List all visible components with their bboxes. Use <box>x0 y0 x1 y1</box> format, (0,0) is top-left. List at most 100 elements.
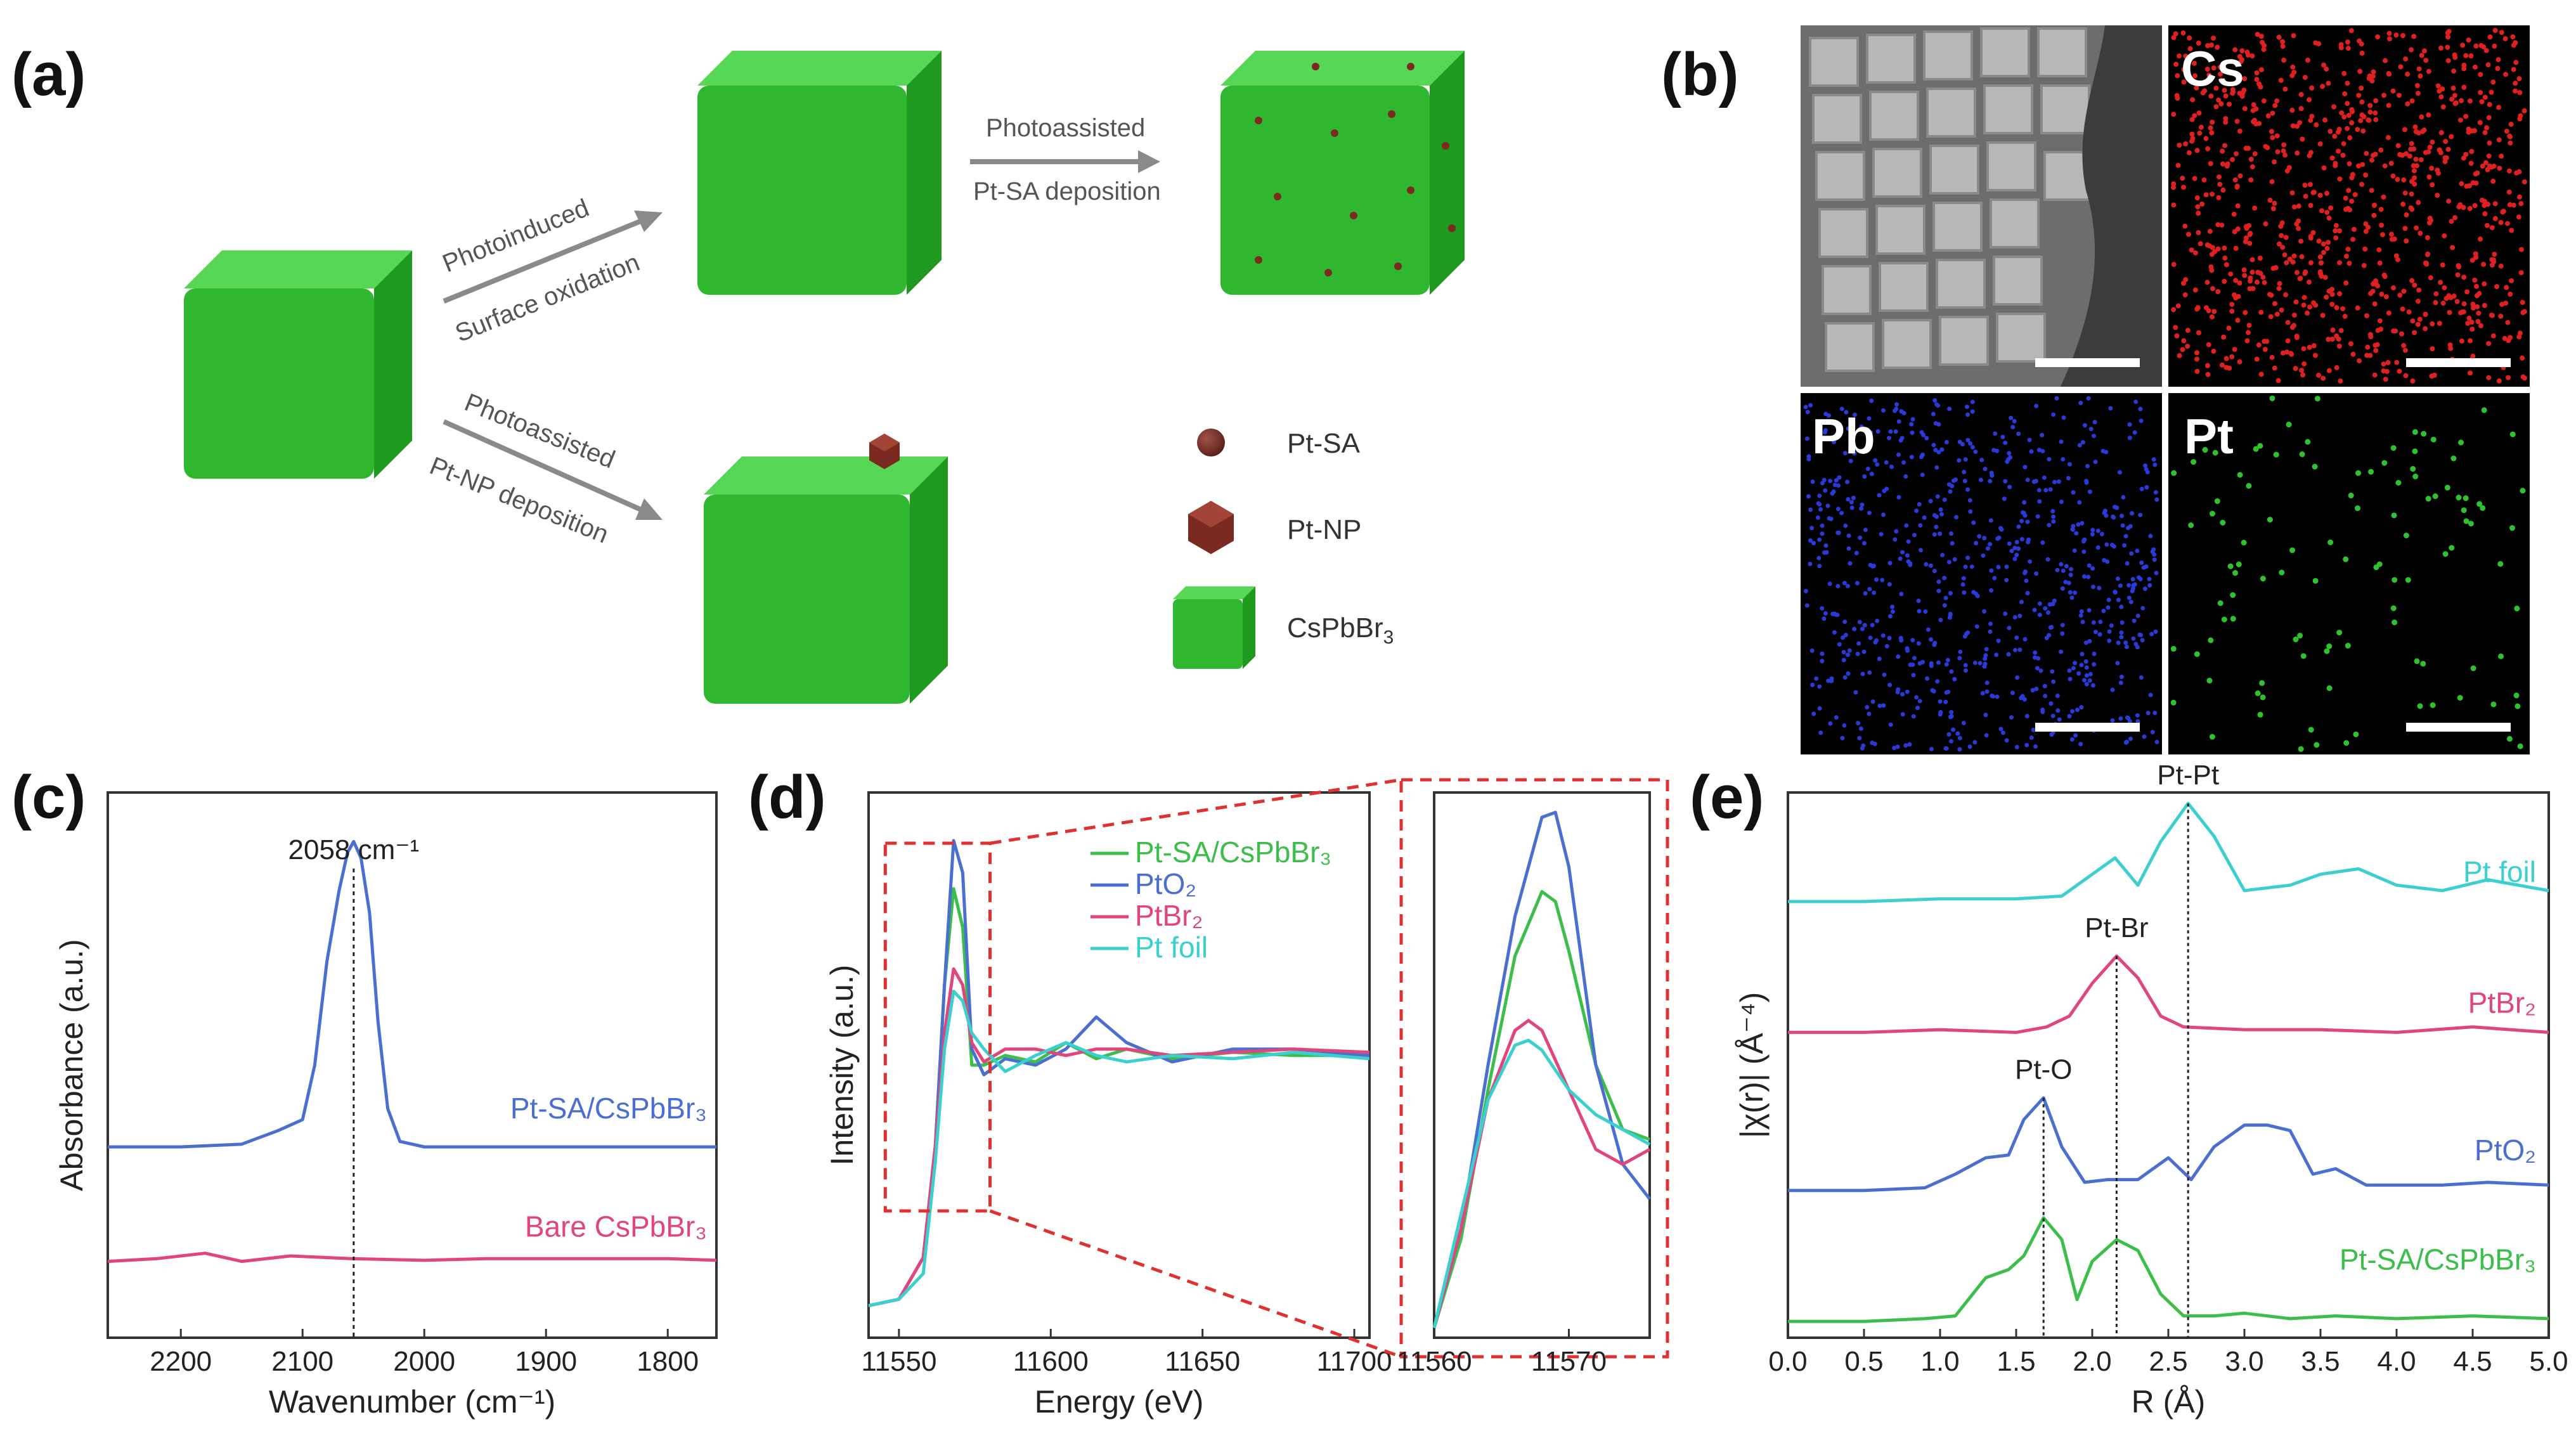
chart-e-vline-label: Pt-O <box>2015 1054 2072 1085</box>
em-dot <box>1887 436 1892 441</box>
em-dot <box>1846 533 1851 538</box>
em-dot <box>1857 619 1862 624</box>
em-dot <box>2313 302 2319 308</box>
em-dot <box>2440 104 2446 110</box>
em-dot <box>2185 328 2191 333</box>
em-dot <box>2067 668 2072 673</box>
em-dot <box>2048 487 2053 492</box>
em-dot <box>2319 260 2324 266</box>
em-dot <box>2033 479 2038 484</box>
em-dot <box>1820 531 1825 536</box>
em-dot <box>2460 42 2466 48</box>
em-dot <box>2486 375 2492 380</box>
em-dot <box>1882 672 1887 677</box>
em-dot <box>1924 562 1929 567</box>
em-dot <box>2286 422 2292 428</box>
em-dot <box>2045 610 2050 615</box>
em-dot <box>2274 311 2280 317</box>
d_main-xtick-label: 11700 <box>1317 1346 1392 1377</box>
em-dot <box>2390 173 2396 179</box>
em-dot <box>2293 366 2298 372</box>
em-dot <box>2459 98 2464 103</box>
em-dot <box>2190 97 2196 103</box>
em-dot <box>2240 90 2246 96</box>
em-dot <box>2138 512 2143 517</box>
em-dot <box>2213 104 2219 110</box>
chart-c-series-label: Pt-SA/CsPbBr₃ <box>510 1092 707 1125</box>
em-dot <box>2283 235 2289 240</box>
em-dot <box>1921 432 1926 437</box>
em-dot <box>2466 37 2471 43</box>
em-dot <box>1965 412 1971 417</box>
em-dot <box>2483 48 2489 53</box>
em-dot <box>2223 365 2229 370</box>
em-dot <box>2329 292 2335 297</box>
e-series-line <box>1788 954 2549 1034</box>
em-dot <box>2413 157 2419 162</box>
em-dot <box>1943 746 1948 751</box>
em-dot <box>2270 206 2276 212</box>
em-dot <box>2517 743 2523 749</box>
em-dot <box>1972 660 1977 665</box>
em-dot <box>2397 368 2402 374</box>
em-dot <box>1888 429 1893 434</box>
em-dot <box>2074 531 2079 536</box>
em-dot <box>2463 113 2469 119</box>
em-dot <box>1982 664 1987 669</box>
em-dot <box>2379 292 2385 297</box>
em-dot <box>2481 261 2487 267</box>
em-dot <box>1949 669 1954 674</box>
em-dot <box>1979 458 1984 463</box>
em-dot <box>2291 323 2297 328</box>
em-dot <box>1845 652 1850 657</box>
em-dot <box>2024 742 2029 747</box>
em-dot <box>2214 498 2220 504</box>
em-dot <box>1899 592 1904 597</box>
em-dot <box>2102 510 2107 515</box>
em-dot <box>1835 424 1840 429</box>
em-dot <box>1831 489 1836 494</box>
em-dot <box>2508 335 2513 340</box>
em-dot <box>1879 532 1884 537</box>
em-dot <box>2130 576 2135 581</box>
em-dot <box>2258 67 2264 72</box>
em-dot <box>2229 302 2235 307</box>
em-dot <box>2373 98 2379 103</box>
em-dot <box>2227 563 2234 569</box>
em-dot <box>2191 60 2197 66</box>
em-dot <box>2235 318 2241 323</box>
em-dot <box>2057 717 2062 722</box>
em-dot <box>1963 564 1968 569</box>
em-dot <box>2511 202 2516 208</box>
em-dot <box>1991 694 1996 699</box>
em-dot <box>1971 521 1976 526</box>
em-dot <box>2326 216 2332 221</box>
em-dot <box>1828 721 1833 726</box>
em-dot <box>2390 445 2397 451</box>
em-dot <box>2495 66 2501 72</box>
em-dot <box>1995 448 2000 453</box>
em-haadf-cubes <box>1809 27 2094 372</box>
em-dot <box>2515 703 2521 709</box>
em-dot <box>2510 34 2516 40</box>
em-dot <box>2451 68 2457 74</box>
em-dot <box>2479 99 2485 105</box>
em-dot <box>2421 430 2427 437</box>
em-dot <box>2388 160 2394 166</box>
em-dot <box>2197 131 2203 136</box>
em-dot <box>1946 689 1951 694</box>
em-dot <box>2000 434 2005 439</box>
em-dot <box>1804 603 1809 608</box>
em-dot <box>2309 113 2315 119</box>
em-dot <box>2220 148 2225 154</box>
em-dot <box>2357 358 2362 364</box>
em-dot <box>2016 431 2021 436</box>
em-dot <box>2345 247 2351 252</box>
em-dot <box>2000 730 2005 735</box>
em-dot <box>2496 137 2502 143</box>
em-dot <box>2414 658 2420 664</box>
em-dot <box>2410 378 2416 384</box>
em-dot <box>2268 314 2274 320</box>
em-dot <box>2243 235 2249 241</box>
em-dot <box>2367 109 2373 115</box>
